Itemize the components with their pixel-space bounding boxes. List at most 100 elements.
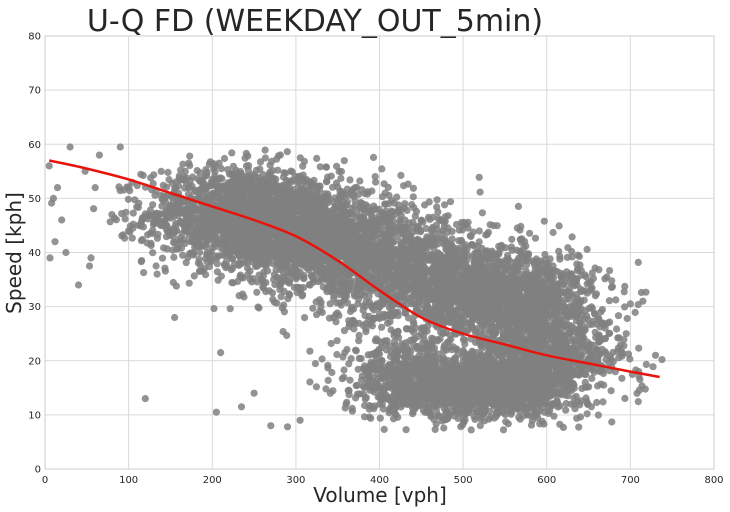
scatter-point-2422: [228, 200, 236, 208]
scatter-point-362: [158, 254, 167, 262]
scatter-point-2722: [259, 213, 267, 221]
scatter-point-1290: [162, 198, 170, 206]
scatter-point-957: [172, 222, 180, 230]
scatter-point-1249: [139, 171, 147, 179]
scatter-point-3346: [427, 227, 435, 235]
scatter-point-4814: [408, 229, 416, 237]
scatter-point-1178: [206, 158, 214, 166]
scatter-point-2187: [201, 243, 210, 251]
scatter-point-3743: [356, 218, 365, 226]
scatter-point-1473: [210, 213, 218, 221]
scatter-point-4964: [394, 308, 402, 316]
scatter-point-787: [276, 151, 284, 159]
scatter-point-1463: [198, 211, 206, 219]
scatter-point-2783: [289, 212, 297, 220]
scatter-point-3914: [608, 277, 616, 285]
scatter-point-1300: [196, 267, 204, 275]
scatter-point-1397: [259, 170, 267, 178]
scatter-point-1227: [199, 237, 207, 245]
scatter-point-3370: [280, 308, 288, 316]
scatter-point-3771: [358, 234, 367, 242]
scatter-point-3856: [373, 271, 381, 279]
scatter-point-3727: [475, 238, 483, 246]
scatter-point-2315: [280, 301, 288, 309]
scatter-point-4727: [354, 291, 362, 300]
scatter-point-2003: [221, 223, 229, 231]
scatter-point-2721: [267, 211, 275, 219]
scatter-point-1268: [220, 154, 229, 163]
scatter-point-3686: [358, 224, 366, 232]
scatter-point-3772: [342, 250, 350, 258]
scatter-point-2303: [161, 219, 169, 228]
scatter-point-1287: [283, 148, 291, 156]
scatter-point-2616: [275, 207, 283, 215]
scatter-point-3885: [371, 244, 379, 252]
scatter-point-2443: [326, 300, 334, 308]
scatter-point-2794: [241, 197, 249, 205]
scatter-point-4383: [385, 304, 393, 312]
scatter-point-771: [202, 271, 210, 279]
scatter-point-1629: [246, 195, 254, 203]
scatter-point-1472: [122, 208, 130, 216]
scatter-point-1356: [187, 237, 195, 246]
scatter-point-1489: [171, 201, 179, 210]
scatter-point-1946: [237, 260, 245, 268]
scatter-point-2140: [185, 279, 193, 287]
scatter-point-2705: [312, 197, 320, 205]
scatter-point-2771: [333, 226, 341, 234]
scatter-point-2669: [271, 198, 279, 206]
scatter-point-2787: [295, 208, 303, 216]
scatter-point-2450: [206, 250, 214, 258]
scatter-point-1894: [254, 303, 262, 311]
scatter-point-1377: [242, 149, 250, 157]
scatter-point-3282: [350, 325, 358, 333]
scatter-point-2431: [222, 258, 230, 266]
scatter-point-3865: [386, 242, 394, 250]
scatter-point-4337: [362, 283, 370, 291]
scatter-point-3846: [360, 292, 368, 300]
scatter-point-2742: [312, 188, 320, 197]
scatter-point-3244: [368, 322, 376, 330]
scatter-point-2530: [344, 191, 352, 199]
scatter-point-2825: [409, 193, 417, 201]
scatter-point-1315: [168, 179, 176, 187]
scatter-point-3793: [367, 253, 375, 262]
scatter-point-3645: [317, 276, 325, 284]
scatter-point-2823: [355, 337, 363, 345]
scatter-point-3848: [409, 223, 417, 231]
scatter-point-4923: [384, 263, 393, 271]
scatter-point-2873: [277, 293, 285, 301]
scatter-point-1198: [151, 191, 159, 199]
scatter-point-2941: [288, 244, 296, 253]
scatter-point-2629: [262, 183, 270, 191]
scatter-point-952: [149, 249, 157, 257]
scatter-point-4460: [439, 240, 447, 248]
scatter-point-2727: [299, 261, 308, 269]
scatter-point-1439: [182, 174, 190, 182]
scatter-point-2753: [234, 223, 242, 231]
scatter-point-2460: [167, 226, 175, 235]
scatter-point-2398: [209, 189, 217, 197]
scatter-point-4708: [516, 226, 524, 234]
scatter-point-3844: [387, 232, 395, 241]
scatter-point-4426: [507, 243, 516, 251]
scatter-point-3698: [319, 265, 327, 273]
scatter-point-2756: [288, 206, 296, 215]
scatter-point-2290: [369, 153, 378, 161]
scatter-point-579: [242, 162, 251, 170]
scatter-point-3790: [337, 301, 345, 309]
scatter-point-3428: [306, 281, 314, 289]
scatter-point-4945: [457, 251, 465, 259]
scatter-point-3678: [464, 224, 472, 232]
scatter-point-2768: [287, 221, 295, 230]
scatter-point-2786: [238, 235, 246, 243]
scatter-point-3810: [401, 248, 409, 256]
scatter-point-2364: [351, 202, 359, 210]
scatter-point-2663: [309, 209, 317, 217]
scatter-point-1444: [140, 214, 148, 222]
scatter-point-863: [274, 166, 282, 174]
scatter-point-1891: [422, 224, 430, 233]
scatter-point-3568: [280, 258, 288, 266]
scatter-point-385: [228, 149, 236, 157]
